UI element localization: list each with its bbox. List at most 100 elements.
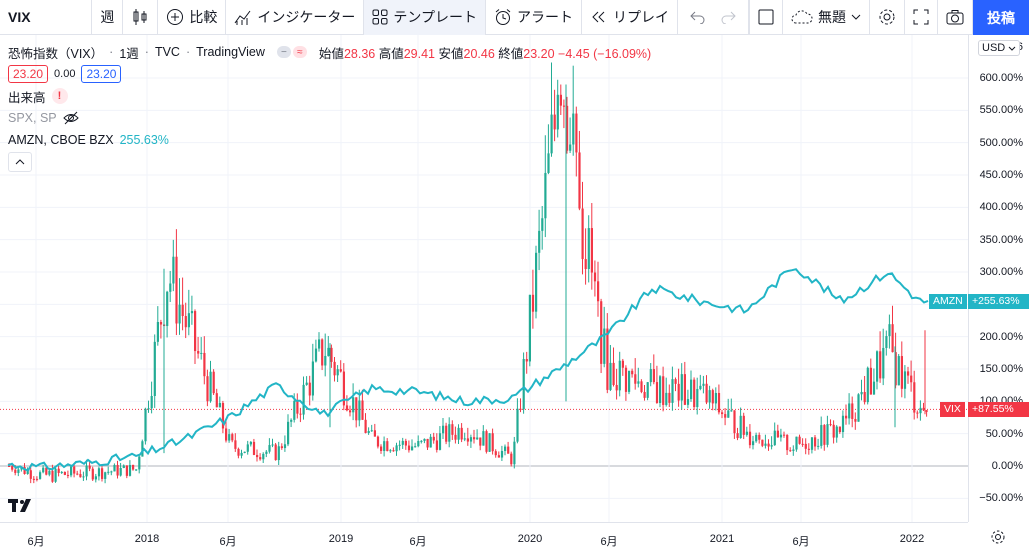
compare-label: 比較 <box>189 9 218 25</box>
candle-body <box>48 470 51 475</box>
eye-hidden-icon[interactable] <box>62 111 79 125</box>
candle-body <box>845 415 848 419</box>
candle-body <box>525 359 528 362</box>
rewind-icon <box>592 11 605 23</box>
warning-icon[interactable]: ! <box>51 88 68 104</box>
candle-body <box>513 441 516 465</box>
bid-price[interactable]: 23.20 <box>8 65 49 83</box>
templates-button[interactable]: テンプレート <box>364 0 486 35</box>
candle-body <box>66 474 70 476</box>
candle-body <box>748 431 752 446</box>
candle-body <box>104 472 107 479</box>
candle-body <box>290 419 293 422</box>
fullscreen-button[interactable] <box>905 0 938 35</box>
symbol-search[interactable]: VIX <box>0 0 93 35</box>
candle-body <box>113 464 116 472</box>
redo-icon[interactable] <box>720 10 736 24</box>
collapse-legend-button[interactable] <box>8 152 32 172</box>
price-axis[interactable]: 6 600.00%550.00%500.00%450.00%400.00%350… <box>968 35 1029 522</box>
candle-body <box>507 446 510 454</box>
snapshot-button[interactable] <box>938 0 973 35</box>
price-chart[interactable] <box>0 35 968 522</box>
candle-body <box>373 430 376 437</box>
candle-body <box>764 443 767 446</box>
candle-body <box>144 408 147 442</box>
interval-button[interactable]: 週 <box>92 0 124 35</box>
candle-body <box>888 324 891 337</box>
amzn-name-tag: AMZN <box>929 294 967 309</box>
candle-body <box>361 400 364 420</box>
candle-body <box>866 367 869 403</box>
legend-source: TVC <box>154 45 180 59</box>
fullscreen-icon <box>913 9 929 25</box>
candle-body <box>767 443 770 447</box>
alert-button[interactable]: アラート <box>486 0 582 35</box>
time-axis[interactable]: 6月 2018 6月 2019 6月 2020 6月 2021 6月 2022 <box>0 522 968 554</box>
square-icon <box>758 9 774 25</box>
candle-body <box>283 444 287 449</box>
candle-body <box>79 474 82 478</box>
legend-platform: TradingView <box>196 45 265 59</box>
compare-button[interactable]: 比較 <box>158 0 227 35</box>
publish-button[interactable]: 投稿 <box>973 0 1029 35</box>
candle-body <box>76 473 79 475</box>
spx-label[interactable]: SPX, SP <box>8 111 57 125</box>
close-value: 23.20 <box>523 46 555 61</box>
candle-body <box>383 441 386 451</box>
chart-type-button[interactable] <box>123 0 159 35</box>
candle-body <box>624 367 628 392</box>
candle-body <box>755 434 758 442</box>
candle-body <box>544 172 547 219</box>
ask-price[interactable]: 23.20 <box>81 65 122 83</box>
candle-body <box>643 391 646 398</box>
candle-body <box>445 425 448 442</box>
candle-body <box>85 465 88 477</box>
candle-body <box>330 347 333 362</box>
wave-icon: ≈ <box>292 46 307 58</box>
candle-body <box>442 425 445 434</box>
candle-body <box>482 431 485 446</box>
candle-body <box>838 426 841 433</box>
candle-body <box>293 401 296 420</box>
candle-body <box>197 351 200 354</box>
candle-body <box>733 410 736 434</box>
layout-select-button[interactable] <box>749 0 783 35</box>
candle-body <box>913 382 916 413</box>
candle-body <box>569 144 572 151</box>
candle-body <box>414 446 417 448</box>
candle-body <box>739 415 742 439</box>
candle-body <box>848 403 851 419</box>
candle-body <box>476 437 479 440</box>
legend-title[interactable]: 恐怖指数（VIX） <box>8 46 104 61</box>
settings-button[interactable] <box>870 0 905 35</box>
candle-body <box>237 448 240 456</box>
candle-body <box>271 444 274 446</box>
candle-body <box>203 352 206 377</box>
candles-icon <box>133 9 147 25</box>
axis-settings-button[interactable] <box>990 529 1006 550</box>
templates-label: テンプレート <box>393 9 477 25</box>
volume-label[interactable]: 出来高 <box>8 90 46 105</box>
candle-body <box>634 374 637 384</box>
candle-body <box>234 440 237 449</box>
replay-button[interactable]: リプレイ <box>582 0 678 35</box>
y-tick-label: 50.00% <box>985 427 1023 440</box>
tradingview-logo[interactable] <box>8 497 34 518</box>
market-status-pill[interactable]: − ≈ <box>276 46 307 58</box>
amzn-label[interactable]: AMZN, CBOE BZX <box>8 133 114 147</box>
indicators-button[interactable]: インジケーター <box>226 0 365 35</box>
candle-body <box>296 401 299 414</box>
candle-body <box>522 359 525 410</box>
candle-body <box>395 445 398 452</box>
save-layout-button[interactable]: 無題 <box>783 0 870 35</box>
undo-icon[interactable] <box>690 10 706 24</box>
vix-price-tag: +87.55% <box>968 402 1029 417</box>
candle-body <box>8 466 11 467</box>
currency-select[interactable]: USD <box>978 40 1021 56</box>
candle-body <box>897 356 900 386</box>
amzn-tag-value: +255.63% <box>972 295 1020 307</box>
candle-body <box>448 424 451 442</box>
candle-body <box>553 114 556 130</box>
plus-circle-icon <box>167 9 184 25</box>
candle-body <box>411 446 414 451</box>
